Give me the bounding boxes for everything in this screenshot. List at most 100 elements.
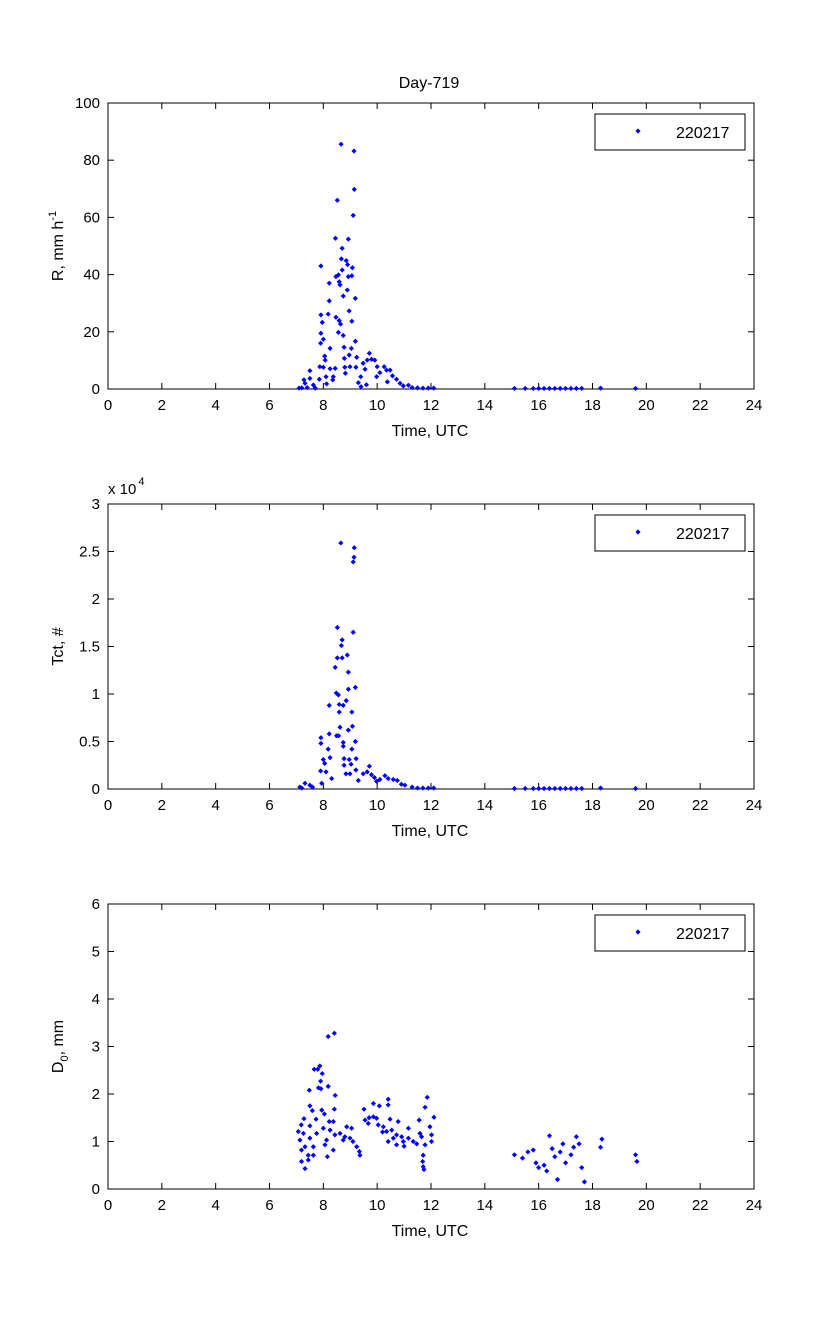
y-multiplier-base: x 10: [108, 481, 136, 498]
x-tick-label: 14: [476, 797, 493, 814]
data-point: [393, 376, 400, 382]
x-tick-label: 8: [319, 1197, 327, 1214]
data-point: [519, 1155, 526, 1161]
x-tick-label: 24: [746, 1197, 763, 1214]
data-point: [349, 723, 356, 729]
data-point: [573, 1134, 579, 1140]
plot-area: [107, 102, 755, 390]
x-tick-label: 10: [369, 797, 386, 814]
data-point: [361, 1106, 367, 1112]
data-point: [525, 1149, 531, 1155]
x-tick-label: 4: [211, 1197, 219, 1214]
data-point: [366, 350, 372, 356]
data-point: [340, 739, 346, 746]
y-axis-label-main: R, mm h: [50, 221, 67, 281]
x-tick-label: 10: [369, 397, 386, 414]
data-point: [340, 293, 346, 299]
data-point: [366, 1115, 372, 1121]
data-point: [573, 785, 579, 792]
data-point: [579, 1165, 585, 1171]
data-point: [298, 1158, 305, 1165]
data-point: [346, 352, 352, 358]
data-point: [377, 776, 383, 783]
data-point: [335, 329, 342, 335]
data-point: [323, 381, 330, 387]
data-point: [345, 727, 351, 733]
y-tick-label: 2: [92, 1086, 100, 1103]
data-point: [400, 383, 406, 389]
data-point: [541, 385, 547, 392]
x-tick-label: 14: [476, 397, 493, 414]
data-point: [349, 318, 355, 324]
data-series: [296, 141, 639, 392]
data-point: [557, 385, 563, 392]
data-point: [409, 784, 415, 790]
x-tick-label: 14: [476, 1197, 493, 1214]
data-point: [331, 1030, 337, 1036]
x-tick-label: 10: [369, 1197, 386, 1214]
data-point: [522, 785, 528, 792]
data-point: [323, 769, 329, 775]
data-point: [351, 148, 357, 154]
data-point: [352, 684, 358, 690]
data-series: [297, 540, 639, 792]
data-point: [560, 1141, 566, 1147]
x-tick-label: 22: [692, 397, 709, 414]
data-point: [363, 382, 369, 388]
data-point: [332, 365, 338, 372]
data-point: [597, 1144, 604, 1150]
data-point: [345, 686, 351, 692]
data-point: [522, 385, 528, 392]
y-tick-label: 1.5: [79, 639, 100, 656]
data-point: [306, 1087, 312, 1093]
data-point: [383, 1128, 390, 1135]
data-point: [541, 785, 547, 792]
data-point: [297, 784, 303, 790]
data-point: [318, 330, 324, 336]
data-point: [325, 311, 331, 317]
data-point: [338, 141, 344, 147]
data-point: [312, 385, 318, 391]
data-point: [420, 1158, 426, 1165]
data-point: [307, 1123, 313, 1129]
x-axis-label: Time, UTC: [392, 423, 469, 440]
data-point: [348, 1125, 355, 1131]
data-point: [352, 338, 358, 344]
data-point: [318, 340, 324, 346]
y-tick-label: 2: [92, 591, 100, 608]
x-axis-label: Time, UTC: [392, 823, 469, 840]
data-point: [533, 1160, 539, 1166]
data-point: [358, 384, 364, 390]
data-point: [318, 312, 324, 318]
data-point: [343, 698, 349, 704]
data-point: [319, 1107, 325, 1113]
data-point: [349, 273, 355, 279]
x-tick-label: 12: [423, 797, 440, 814]
y-tick-label: 2.5: [79, 544, 100, 561]
y-tick-label: 0: [92, 1181, 100, 1198]
y-multiplier: x 10 4: [108, 476, 144, 498]
data-point: [344, 652, 350, 658]
y-axis-label-main: D: [50, 1062, 67, 1074]
data-point: [402, 782, 408, 788]
data-point: [334, 624, 340, 631]
data-point: [418, 1134, 425, 1140]
data-point: [379, 1129, 386, 1135]
data-point: [358, 374, 364, 380]
data-point: [326, 280, 332, 286]
data-point: [322, 353, 328, 359]
data-point: [335, 692, 342, 698]
data-point: [324, 1154, 330, 1160]
data-point: [389, 1127, 395, 1133]
data-point: [568, 1152, 574, 1158]
data-point: [374, 1115, 380, 1121]
data-point: [295, 1128, 301, 1135]
data-point: [330, 377, 336, 383]
legend: 220217: [594, 113, 746, 151]
data-point: [562, 785, 569, 792]
data-point: [409, 384, 415, 391]
data-point: [326, 1118, 332, 1125]
data-point: [351, 186, 357, 192]
data-point: [330, 374, 336, 380]
x-tick-label: 0: [104, 797, 112, 814]
